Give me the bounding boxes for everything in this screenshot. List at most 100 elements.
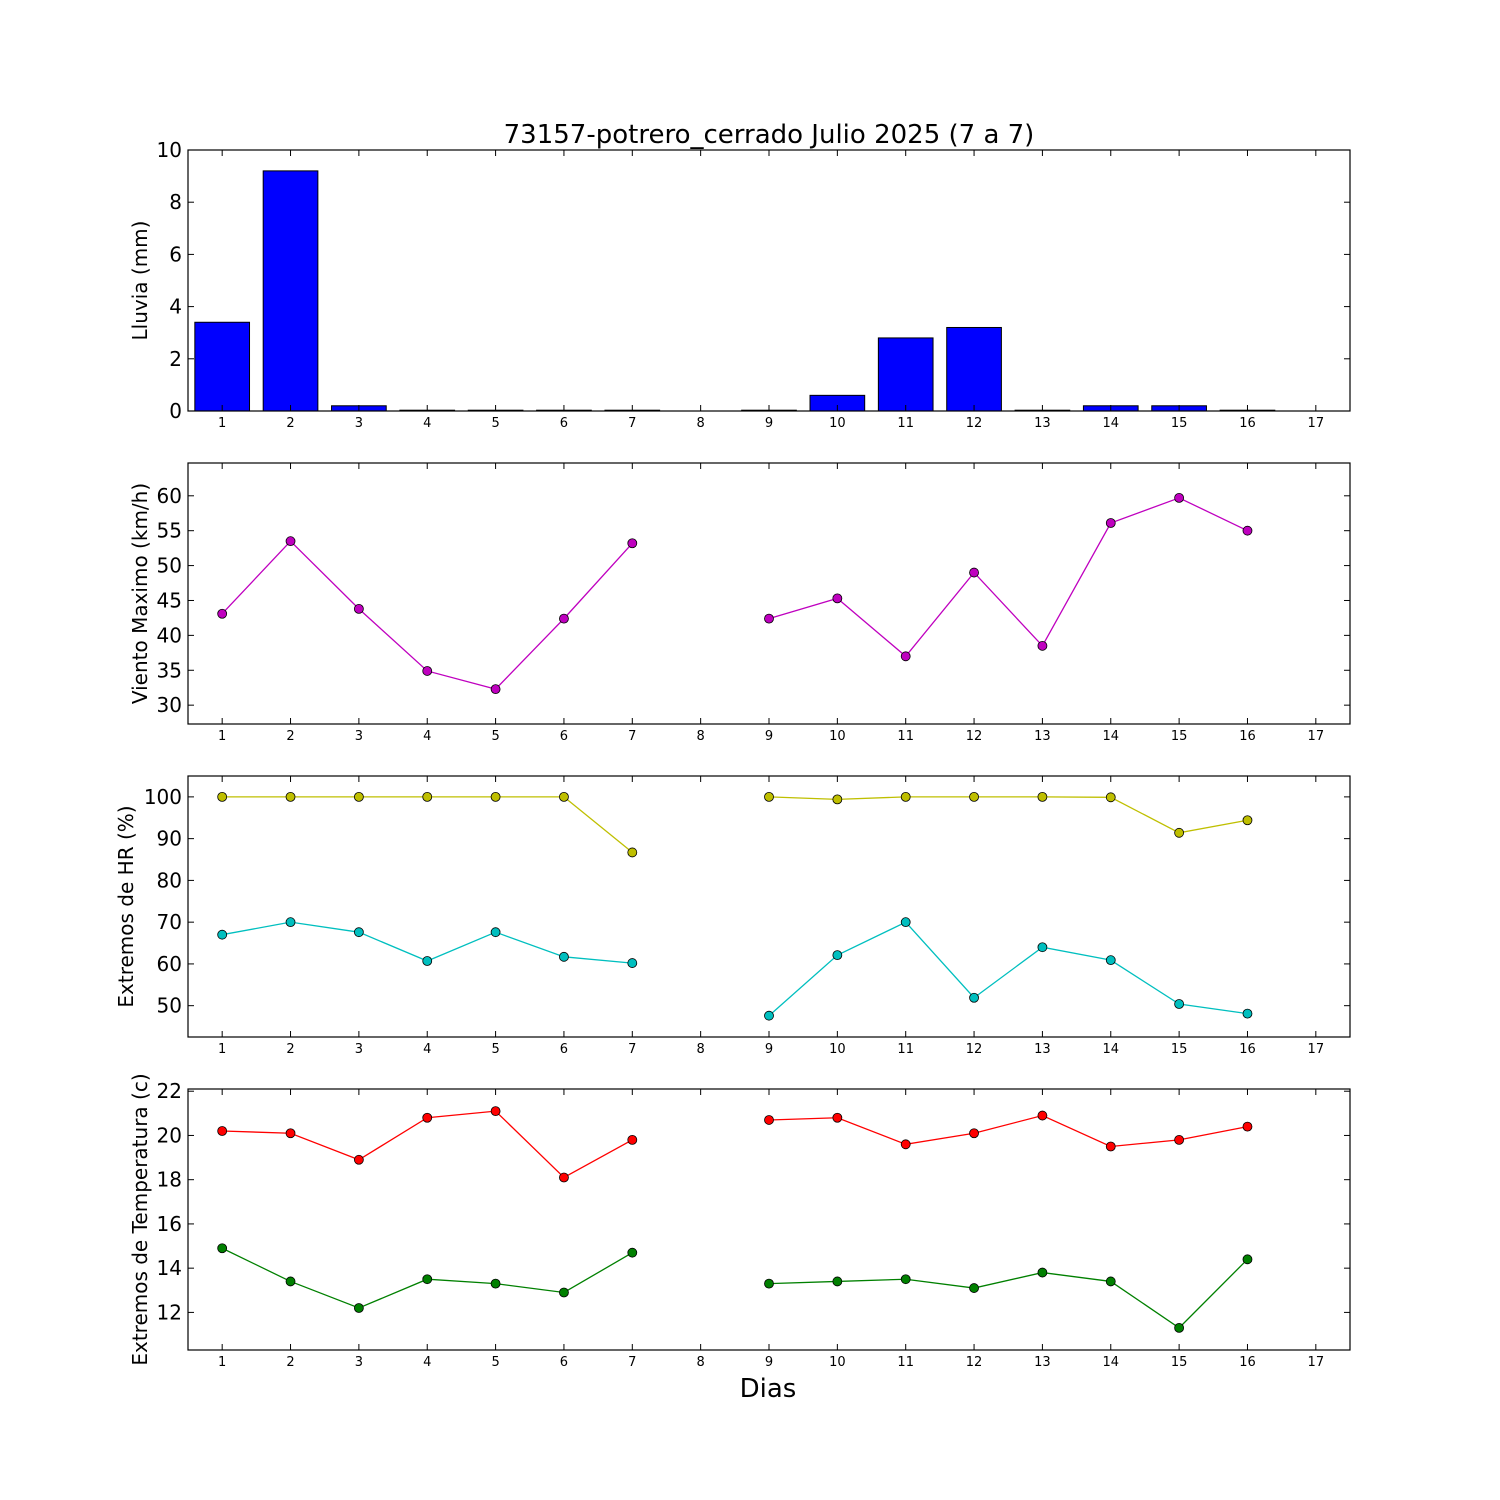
lluvia-bar-2 — [262, 170, 319, 412]
hr-series-1-point-10 — [832, 950, 843, 961]
temperatura-xtick-label: 17 — [1308, 1355, 1325, 1370]
viento-series-0-point-11 — [900, 651, 911, 662]
hr-xtick-label: 15 — [1171, 1042, 1188, 1057]
viento-xtick-label: 10 — [829, 729, 846, 744]
temperatura-series-0-point-1 — [217, 1126, 228, 1136]
temperatura-series-1-point-7 — [627, 1247, 638, 1258]
hr-series-1-point-1 — [217, 929, 228, 940]
temperatura-xtick-label: 13 — [1034, 1355, 1051, 1370]
hr-xtick-label: 10 — [829, 1042, 846, 1057]
viento-ylabel: Viento Maximo (km/h) — [128, 483, 152, 704]
temperatura-series-1-point-9 — [764, 1278, 774, 1289]
viento-xtick-label: 13 — [1034, 729, 1051, 744]
viento-series-0-point-2 — [285, 536, 296, 547]
hr-series-0-point-3 — [353, 791, 364, 802]
hr-xtick-label: 11 — [897, 1042, 914, 1057]
temperatura-xtick-label: 9 — [765, 1355, 773, 1370]
temperatura-xtick-label: 10 — [829, 1355, 846, 1370]
hr-series-1-point-12 — [969, 992, 979, 1003]
lluvia-xtick-label: 10 — [829, 416, 846, 431]
hr-series-0-point-9 — [764, 791, 774, 802]
hr-series-1-point-14 — [1105, 955, 1116, 966]
viento-xtick-label: 15 — [1171, 729, 1188, 744]
lluvia-xtick-label: 7 — [628, 416, 636, 431]
temperatura-series-0-point-14 — [1105, 1141, 1116, 1152]
temperatura-xtick-label: 12 — [966, 1355, 983, 1370]
temperatura-xtick-label: 15 — [1171, 1355, 1188, 1370]
lluvia-ytick-label: 8 — [169, 190, 182, 214]
temperatura-ytick-label: 18 — [157, 1168, 182, 1192]
viento-xtick-label: 2 — [286, 729, 294, 744]
temperatura-series-0-point-12 — [969, 1128, 979, 1139]
hr-series-1-point-9 — [764, 1010, 774, 1021]
lluvia-xtick-label: 9 — [765, 416, 773, 431]
temperatura-xtick-label: 11 — [897, 1355, 914, 1370]
temperatura-xtick-label: 4 — [423, 1355, 431, 1370]
hr-series-0-line-1 — [768, 796, 1248, 834]
viento-xtick-label: 17 — [1308, 729, 1325, 744]
lluvia-bar-11 — [877, 337, 934, 412]
lluvia-xtick-label: 1 — [218, 416, 226, 431]
hr-xtick-label: 4 — [423, 1042, 431, 1057]
hr-series-0-point-10 — [832, 794, 843, 805]
viento-xtick-label: 14 — [1102, 729, 1119, 744]
temperatura-series-0-point-16 — [1242, 1121, 1253, 1132]
hr-series-0-point-7 — [627, 847, 638, 858]
lluvia-bar-12 — [946, 326, 1002, 412]
temperatura-series-0-point-11 — [900, 1139, 911, 1150]
lluvia-xtick-label: 8 — [697, 416, 705, 431]
hr-xtick-label: 13 — [1034, 1042, 1051, 1057]
temperatura-series-0-point-15 — [1174, 1134, 1185, 1145]
viento-ytick-label: 50 — [157, 554, 182, 578]
viento-series-0-point-1 — [217, 608, 228, 619]
lluvia-ytick-label: 4 — [169, 295, 182, 319]
temperatura-series-0-point-10 — [832, 1112, 843, 1123]
hr-xtick-label: 5 — [491, 1042, 499, 1057]
hr-xtick-label: 1 — [218, 1042, 226, 1057]
viento-series-0-point-16 — [1242, 525, 1253, 536]
temperatura-xtick-label: 7 — [628, 1355, 636, 1370]
viento-xtick-label: 9 — [765, 729, 773, 744]
lluvia-ytick-label: 0 — [169, 399, 182, 423]
viento-xtick-label: 1 — [218, 729, 226, 744]
temperatura-series-1-point-16 — [1242, 1254, 1253, 1265]
viento-ytick-label: 45 — [157, 588, 182, 612]
temperatura-series-1-point-4 — [422, 1274, 433, 1285]
temperatura-series-0-point-9 — [764, 1115, 774, 1125]
lluvia-xtick-label: 2 — [286, 416, 294, 431]
temperatura-ytick-label: 12 — [157, 1300, 182, 1324]
lluvia-xtick-label: 5 — [491, 416, 499, 431]
lluvia-xtick-label: 4 — [423, 416, 431, 431]
lluvia-xtick-label: 13 — [1034, 416, 1051, 431]
viento-ytick-label: 30 — [157, 693, 182, 717]
temperatura-xtick-label: 6 — [560, 1355, 568, 1370]
hr-series-1-point-15 — [1174, 999, 1185, 1009]
temperatura-xtick-label: 14 — [1102, 1355, 1119, 1370]
lluvia-xtick-label: 16 — [1239, 416, 1256, 431]
hr-series-1-point-5 — [490, 927, 501, 938]
hr-series-0-point-15 — [1174, 827, 1185, 838]
viento-ytick-label: 55 — [157, 519, 182, 543]
viento-series-0-point-7 — [627, 538, 638, 549]
viento-xtick-label: 6 — [560, 729, 568, 744]
viento-xtick-label: 4 — [423, 729, 431, 744]
lluvia-xtick-label: 17 — [1308, 416, 1325, 431]
lluvia-xtick-label: 3 — [355, 416, 363, 431]
temperatura-xtick-label: 8 — [697, 1355, 705, 1370]
temperatura-xtick-label: 5 — [491, 1355, 499, 1370]
temperatura-series-0-point-5 — [490, 1106, 501, 1117]
lluvia-xtick-label: 12 — [966, 416, 983, 431]
hr-series-0-point-4 — [422, 791, 433, 802]
hr-series-1-point-16 — [1242, 1008, 1253, 1019]
temperatura-series-0-point-2 — [285, 1128, 296, 1139]
hr-xtick-label: 2 — [286, 1042, 294, 1057]
viento-ytick-label: 35 — [157, 658, 182, 682]
hr-xtick-label: 14 — [1102, 1042, 1119, 1057]
hr-ytick-label: 70 — [157, 910, 182, 934]
lluvia-ytick-label: 6 — [169, 242, 182, 266]
lluvia-ylabel: Lluvia (mm) — [128, 221, 152, 341]
